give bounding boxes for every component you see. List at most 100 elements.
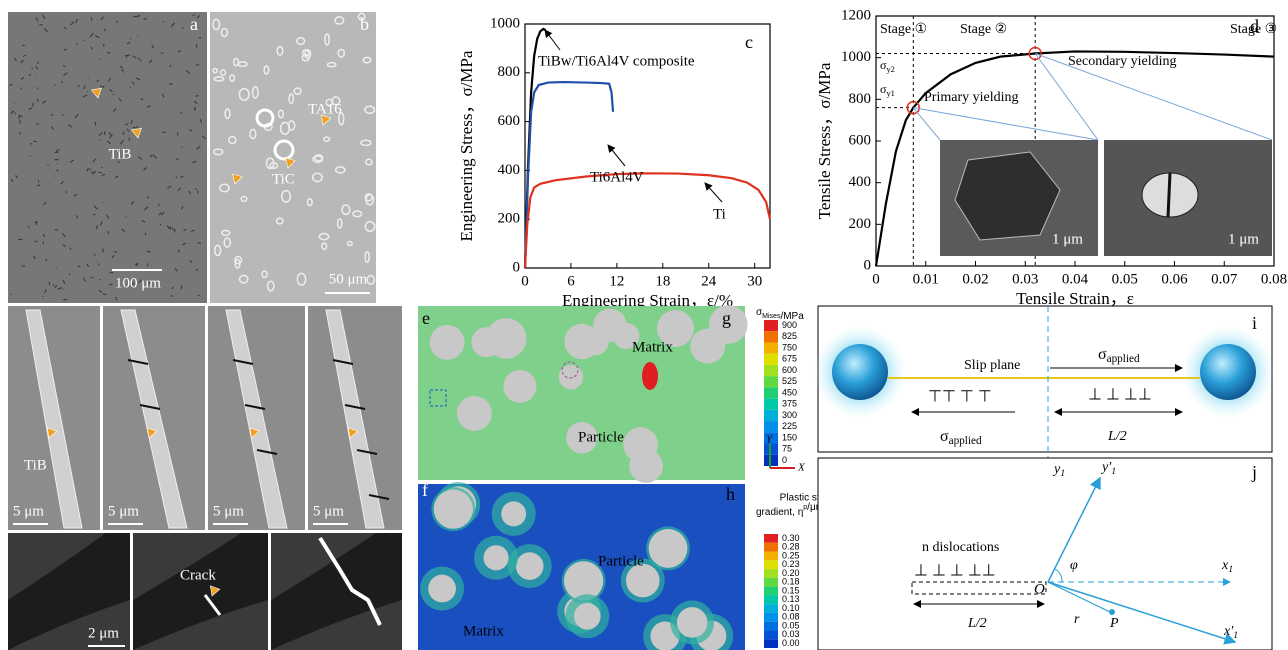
colorbar-segment [764,630,778,639]
crack [1168,173,1170,217]
colorbar-segment [764,410,778,421]
scale-label: 2 μm [88,625,119,641]
x-tick-label: 0.07 [1211,271,1238,287]
connector [913,108,1098,140]
texture [103,248,104,252]
colorbar-segment [764,595,778,604]
particle [434,489,473,528]
annotation: Primary yielding [924,90,1019,105]
colorbar-segment [764,365,778,376]
label-part: gradient, η [756,507,803,518]
colorbar-label: 450 [782,387,797,397]
colorbar-segment [764,587,778,596]
x-tick-label: 0 [872,271,880,287]
x-tick-label: 30 [747,273,762,289]
x-tick-label: 6 [567,273,575,289]
colorbar-segment [764,534,778,543]
particle [503,370,536,403]
texture [15,112,16,113]
colorbar-segment [764,578,778,587]
region-label: Matrix [632,339,673,355]
scale-label: 5 μm [13,503,44,519]
colorbar-segment [764,560,778,569]
colorbar-label: 225 [782,421,797,431]
label: TiB [109,146,132,162]
texture [89,169,91,170]
scale-label: 1 μm [1228,231,1259,247]
texture [125,124,128,125]
colorbar-label: 375 [782,399,797,409]
inclusion [832,344,888,400]
texture [108,231,109,234]
image-area [8,12,207,303]
texture [135,264,137,265]
x-tick-label: 0 [521,273,529,289]
label: X [797,462,806,474]
particle [486,318,527,359]
scale-label: 1 μm [1052,231,1083,247]
colorbar-segment [764,543,778,552]
dislocations: ⊥ ⊥ ⊥⊥ [1088,387,1152,404]
legend-label: TiBw/Ti6Al4V composite [538,53,695,69]
annotation: Secondary yielding [1068,54,1176,69]
y-axis-title: Engineering Stress，σ/MPa [457,50,476,241]
hotspot [642,362,658,390]
colorbar-segment [764,320,778,331]
y-axis-title: Tensile Stress，σ/MPa [815,62,834,219]
colorbar-segment [764,331,778,342]
y-tick-label: 600 [849,132,872,148]
label: r [1074,612,1080,627]
label-part: applied [1107,353,1140,365]
texture [114,252,117,253]
label-part: 1 [1111,466,1116,477]
label: Crack [180,567,216,583]
y-tick-label: 0 [864,257,872,273]
y-tick-label: 1000 [841,49,871,65]
label: O [1034,581,1045,597]
label: L/2 [1107,429,1127,444]
texture [138,58,139,59]
colorbar-label: 0 [782,455,787,465]
texture [78,86,80,87]
texture [43,242,44,244]
colorbar-segment [764,604,778,613]
label: TiC [272,171,295,187]
panel-letter: j [1251,462,1257,482]
texture [180,177,183,178]
label-part: 1 [1233,630,1238,641]
texture [196,96,199,97]
label-part: applied [949,435,982,447]
connector [913,108,940,140]
panel-letter: b [360,14,369,34]
x-tick-label: 24 [701,273,717,289]
x-tick-label: 12 [609,273,624,289]
texture [99,263,100,265]
texture [169,84,173,85]
x-tick-label: 0.02 [962,271,988,287]
particle [428,575,456,603]
panel-letter: a [190,14,198,34]
x-tick-label: 0.04 [1062,271,1089,287]
colorbar-label: 900 [782,320,797,330]
colorbar-label: 300 [782,410,797,420]
colorbar-segment [764,569,778,578]
label-part: Mises [762,313,781,320]
colorbar-segment [764,399,778,410]
panel-letter: e [422,308,430,328]
dislocations: ⊥ ⊥ ⊥ ⊥⊥ [914,563,996,580]
texture [196,270,198,271]
pointer [545,30,560,50]
panel-letter: h [726,484,735,504]
y-tick-label: 200 [849,216,872,232]
label: σy1 [880,82,895,98]
x-tick-label: 0.08 [1261,271,1287,287]
y-tick-label: 400 [849,174,872,190]
particle [501,501,526,526]
y-tick-label: 200 [498,211,521,227]
label-part: 1 [1228,564,1233,575]
texture [64,49,67,50]
texture [69,274,70,276]
legend-label: Ti6Al4V [590,169,644,185]
label: TA16 [308,101,342,117]
colorbar-label: 0.00 [782,638,800,648]
